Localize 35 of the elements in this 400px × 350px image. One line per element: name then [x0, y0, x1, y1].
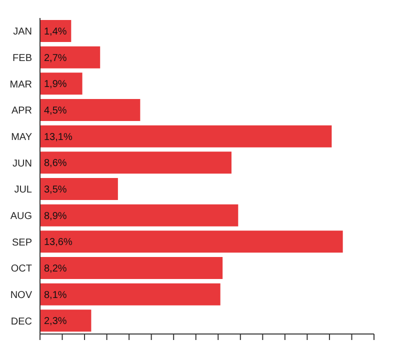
data-label: 8,2% — [44, 264, 67, 275]
y-tick-label: OCT — [10, 264, 32, 275]
y-tick-label: JUL — [14, 184, 32, 196]
data-label: 2,3% — [44, 316, 67, 328]
y-tick-label: JAN — [13, 26, 32, 38]
y-tick-label: APR — [11, 106, 32, 117]
y-tick-label: AUG — [10, 211, 32, 222]
bar — [40, 310, 92, 332]
bar — [40, 99, 140, 121]
y-tick-label: DEC — [10, 316, 32, 328]
y-tick-label: SEP — [12, 237, 32, 248]
data-label: 4,5% — [44, 106, 67, 117]
bar — [40, 72, 82, 95]
bar — [40, 125, 332, 148]
data-label: 2,7% — [44, 52, 67, 64]
bar — [40, 230, 343, 253]
data-label: 8,6% — [44, 158, 67, 170]
data-label: 1,9% — [44, 79, 67, 90]
data-label: 13,6% — [44, 237, 72, 248]
data-label: 1,4% — [44, 26, 67, 38]
y-tick-label: MAR — [10, 79, 32, 90]
bar — [40, 178, 118, 200]
data-label: 13,1% — [44, 132, 72, 143]
bar — [40, 257, 223, 279]
y-tick-label: FEB — [12, 53, 32, 64]
bar — [40, 283, 220, 306]
data-label: 3,5% — [44, 184, 67, 196]
data-label: 8,9% — [44, 210, 67, 222]
bar — [40, 152, 232, 174]
y-tick-label: NOV — [10, 290, 32, 302]
y-tick-label: MAY — [11, 132, 32, 144]
bar — [40, 46, 100, 68]
y-tick-label: JUN — [12, 158, 32, 170]
data-label: 8,1% — [44, 290, 67, 301]
bar — [40, 204, 238, 226]
